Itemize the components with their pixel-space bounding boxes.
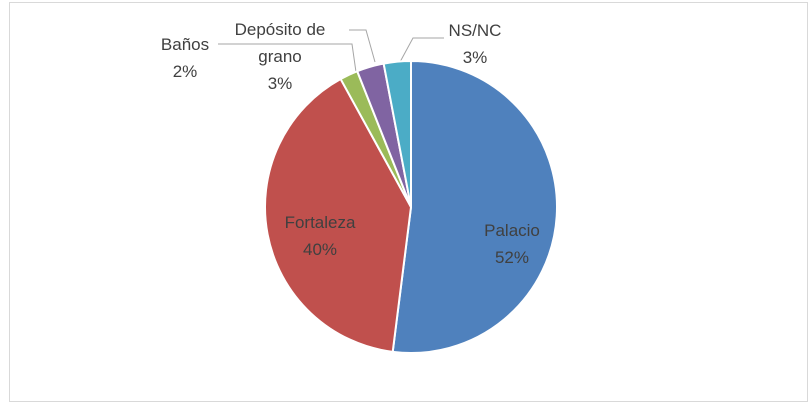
chart-frame [9, 2, 808, 402]
value-label: 3% [462, 48, 488, 67]
category-label: NS/NC [448, 21, 502, 40]
category-label: Depósito de grano [234, 20, 326, 66]
category-label: Palacio [484, 221, 540, 240]
category-label: Fortaleza [284, 213, 356, 232]
leader-line [218, 43, 357, 73]
value-label: 40% [302, 240, 338, 259]
data-label: Depósito de grano 3% [223, 16, 338, 97]
leader-line [399, 37, 444, 63]
pie-slice [391, 59, 558, 354]
pie-slice [382, 59, 412, 208]
data-label: Baños 2% [161, 31, 209, 85]
data-label: Palacio 52% [484, 217, 540, 271]
leader-line [349, 29, 376, 63]
value-label: 52% [494, 248, 530, 267]
category-label: Baños [160, 35, 210, 54]
data-label: NS/NC 3% [449, 17, 502, 71]
value-label: 2% [172, 62, 198, 81]
pie-slice [264, 77, 413, 353]
value-label: 3% [267, 74, 293, 93]
data-label: Fortaleza 40% [285, 209, 356, 263]
